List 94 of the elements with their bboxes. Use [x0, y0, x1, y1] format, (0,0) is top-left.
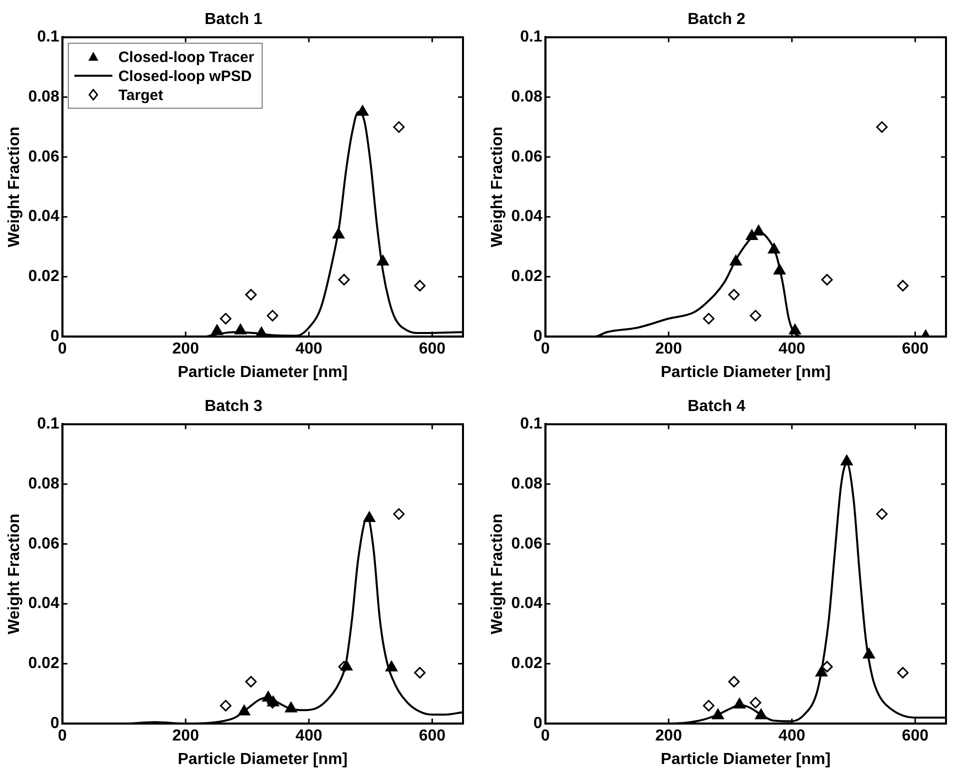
- y-tick-label: 0.06: [511, 535, 542, 552]
- point: [393, 508, 405, 520]
- y-tick-label: 0: [533, 715, 542, 732]
- x-tick-label: 600: [902, 728, 929, 745]
- y-axis-title: Weight Fraction: [6, 514, 24, 634]
- point: [746, 230, 758, 240]
- point: [774, 264, 786, 274]
- point: [702, 312, 714, 324]
- point: [376, 255, 389, 266]
- legend-label: Closed-loop wPSD: [118, 68, 252, 85]
- y-tick-label: 0.06: [28, 535, 60, 552]
- point: [768, 243, 780, 254]
- y-tick-label: 0: [533, 328, 542, 346]
- x-tick-label: 200: [172, 340, 200, 358]
- y-tick-label: 0.08: [511, 475, 542, 492]
- point: [863, 648, 875, 658]
- y-tick-label: 0.04: [511, 595, 542, 612]
- y-tick-label: 0.02: [28, 268, 60, 286]
- point: [755, 708, 768, 720]
- x-tick-label: 600: [902, 340, 929, 358]
- point: [728, 288, 740, 300]
- point: [816, 666, 828, 676]
- point: [220, 700, 232, 712]
- point: [750, 696, 762, 708]
- point: [266, 310, 278, 322]
- point: [245, 288, 257, 300]
- chart-title: Batch 4: [688, 398, 746, 416]
- point: [414, 280, 426, 292]
- point: [234, 324, 246, 334]
- y-tick-label: 0.1: [520, 416, 542, 433]
- point: [752, 225, 765, 236]
- chart-title: Batch 2: [688, 11, 746, 28]
- point: [897, 666, 909, 678]
- y-tick-label: 0.04: [28, 595, 60, 612]
- y-tick-label: 0.04: [28, 208, 60, 226]
- point: [789, 324, 801, 334]
- x-tick-label: 400: [778, 340, 806, 358]
- x-axis-title: Particle Diameter [nm]: [178, 364, 348, 381]
- y-tick-label: 0.1: [520, 28, 542, 46]
- point: [386, 660, 398, 672]
- y-tick-label: 0.02: [511, 655, 542, 672]
- point: [267, 696, 280, 706]
- point: [356, 105, 368, 116]
- y-tick-label: 0.1: [37, 416, 60, 433]
- chart-title: Batch 1: [204, 11, 262, 28]
- y-tick-label: 0.1: [37, 28, 60, 46]
- y-axis-title: Weight Fraction: [489, 126, 506, 248]
- point: [285, 702, 297, 712]
- point: [728, 676, 740, 688]
- y-tick-label: 0.08: [511, 88, 542, 106]
- point: [238, 704, 250, 716]
- y-tick-label: 0: [50, 715, 60, 732]
- x-tick-label: 600: [418, 340, 446, 358]
- y-axis-title: Weight Fraction: [6, 126, 24, 248]
- x-tick-label: 600: [418, 728, 446, 745]
- y-tick-label: 0.06: [511, 148, 542, 166]
- y-tick-label: 0: [50, 328, 60, 346]
- point: [821, 274, 833, 286]
- y-tick-label: 0.04: [511, 208, 542, 226]
- x-tick-label: 200: [172, 728, 200, 745]
- point: [876, 508, 888, 520]
- x-axis-title: Particle Diameter [nm]: [660, 750, 831, 768]
- point: [245, 676, 257, 688]
- x-tick-label: 400: [778, 728, 806, 745]
- x-tick-label: 200: [655, 340, 682, 358]
- point: [220, 312, 232, 324]
- x-axis-title: Particle Diameter [nm]: [178, 750, 348, 768]
- legend-label: Closed-loop Tracer: [118, 48, 254, 66]
- x-tick-label: 400: [296, 728, 322, 745]
- y-tick-label: 0.08: [28, 475, 60, 492]
- point: [414, 666, 426, 678]
- y-tick-label: 0.06: [28, 148, 60, 166]
- point: [393, 121, 405, 133]
- x-tick-label: 400: [296, 340, 322, 358]
- point: [750, 310, 762, 322]
- point: [211, 324, 224, 335]
- point: [712, 708, 724, 720]
- point: [332, 228, 344, 239]
- point: [340, 660, 352, 670]
- chart-title: Batch 3: [204, 398, 262, 416]
- point: [840, 454, 853, 466]
- x-tick-label: 200: [655, 728, 682, 745]
- point: [702, 700, 714, 712]
- y-tick-label: 0.02: [511, 268, 542, 286]
- legend-label: Target: [118, 86, 164, 104]
- x-axis-title: Particle Diameter [nm]: [660, 364, 831, 381]
- point: [338, 274, 350, 286]
- y-tick-label: 0.02: [28, 655, 60, 672]
- point: [897, 280, 909, 292]
- y-tick-label: 0.08: [28, 88, 60, 106]
- y-axis-title: Weight Fraction: [489, 514, 506, 634]
- point: [734, 698, 746, 708]
- point: [876, 121, 888, 133]
- point: [730, 255, 742, 266]
